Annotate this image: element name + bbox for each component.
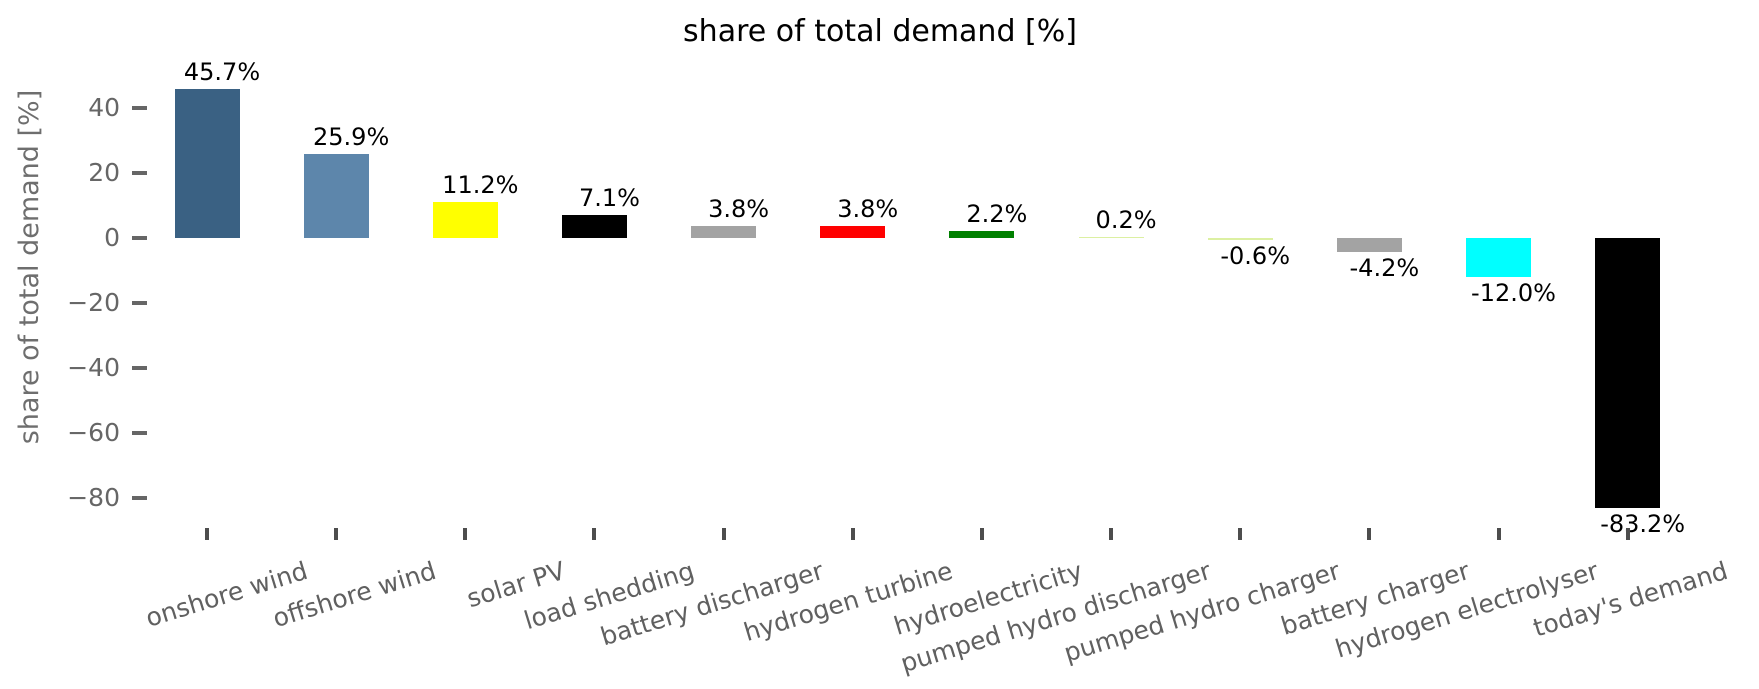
x-tick-mark <box>721 528 726 540</box>
bar <box>1336 238 1402 252</box>
y-tick-label: 0 <box>104 223 120 252</box>
x-tick-mark <box>205 528 209 540</box>
x-tick-mark <box>1625 528 1630 540</box>
x-tick-mark <box>979 528 984 540</box>
x-tick-mark <box>592 528 597 540</box>
y-tick-mark <box>132 301 147 305</box>
y-tick-mark <box>132 171 147 175</box>
y-tick-mark <box>132 366 147 370</box>
y-tick-mark <box>132 236 147 240</box>
y-tick-label: 40 <box>88 93 120 122</box>
y-tick-label: −40 <box>67 353 120 382</box>
bar-value-label: 3.8% <box>708 194 770 223</box>
y-tick-mark <box>132 431 147 435</box>
x-tick-mark <box>1238 528 1243 540</box>
y-tick-mark <box>132 496 147 500</box>
x-tick-mark <box>1367 528 1372 540</box>
bar <box>174 89 240 238</box>
bar-value-label: 7.1% <box>578 183 640 212</box>
bar <box>1207 238 1273 240</box>
bar <box>303 153 369 238</box>
bar <box>1078 237 1144 238</box>
bar-value-label: 45.7% <box>183 58 261 87</box>
bar <box>691 225 757 238</box>
chart-title: share of total demand [%] <box>683 14 1077 49</box>
bar-value-label: -4.2% <box>1349 253 1420 282</box>
bar <box>1466 238 1531 277</box>
x-tick-mark <box>463 528 468 540</box>
x-tick-mark <box>334 528 339 540</box>
bar-value-label: -83.2% <box>1600 510 1686 539</box>
bar-value-label: 0.2% <box>1095 206 1157 234</box>
bar <box>432 201 498 238</box>
bar <box>1595 238 1661 509</box>
bar-value-label: 3.8% <box>837 194 899 223</box>
bar-value-label: 2.2% <box>966 199 1028 228</box>
bar-value-label: 25.9% <box>313 122 390 151</box>
x-tick-mark <box>1496 528 1501 540</box>
x-tick-mark <box>1109 528 1114 540</box>
bar <box>949 230 1015 238</box>
bar-value-label: -0.6% <box>1220 241 1290 270</box>
bar-value-label: 11.2% <box>442 170 519 199</box>
y-tick-label: 20 <box>88 158 120 187</box>
bar-value-label: -12.0% <box>1471 279 1556 307</box>
y-tick-label: −60 <box>67 418 120 447</box>
y-tick-label: −20 <box>67 288 120 317</box>
x-tick-mark <box>850 528 855 540</box>
bar <box>820 225 886 238</box>
y-tick-label: −80 <box>67 483 120 512</box>
y-tick-mark <box>132 106 147 110</box>
bar <box>561 214 627 238</box>
